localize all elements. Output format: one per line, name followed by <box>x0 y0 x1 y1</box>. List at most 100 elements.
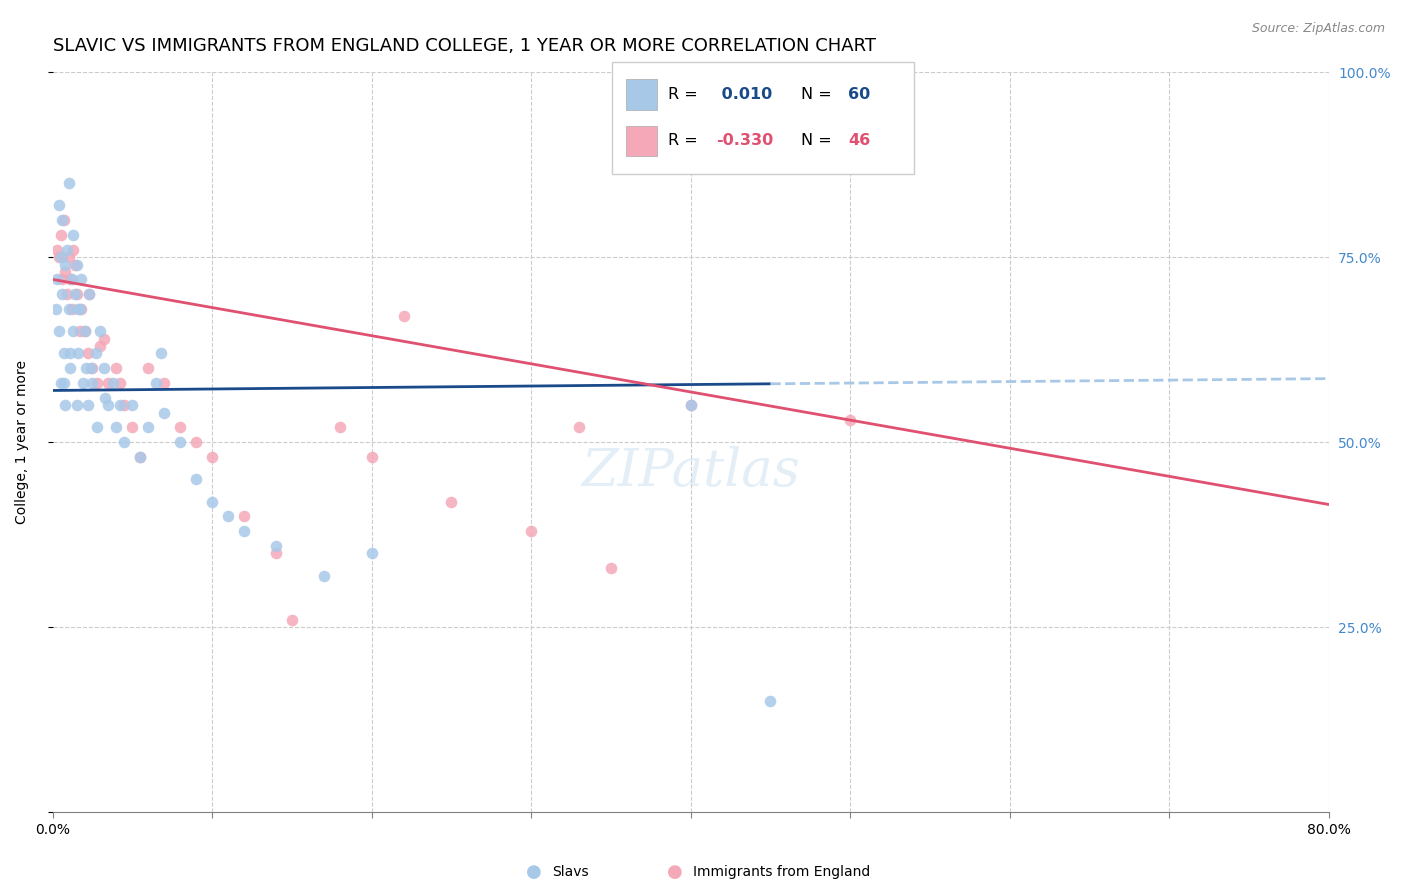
Point <box>233 524 256 538</box>
Point <box>63 258 86 272</box>
Point <box>440 494 463 508</box>
Text: ●: ● <box>666 863 683 881</box>
Point <box>112 398 135 412</box>
Text: 0.010: 0.010 <box>716 87 772 102</box>
Point <box>58 176 80 190</box>
Y-axis label: College, 1 year or more: College, 1 year or more <box>15 360 30 524</box>
Point <box>329 420 352 434</box>
Point <box>201 450 224 464</box>
Point <box>136 361 159 376</box>
Text: R =: R = <box>668 87 697 102</box>
Point <box>58 250 80 264</box>
Point <box>86 376 108 390</box>
Point <box>86 420 108 434</box>
Point <box>93 361 115 376</box>
Point <box>56 287 79 301</box>
Point <box>76 346 98 360</box>
Point <box>169 435 191 450</box>
Point <box>312 568 335 582</box>
Point <box>51 272 73 286</box>
Point <box>105 361 128 376</box>
Point <box>62 227 84 242</box>
Point <box>129 450 152 464</box>
Point <box>59 272 82 286</box>
Text: N =: N = <box>801 134 832 148</box>
Point <box>89 339 111 353</box>
Point <box>360 546 382 560</box>
Point <box>45 301 67 316</box>
Text: ZIPatlas: ZIPatlas <box>581 446 800 498</box>
Text: 46: 46 <box>848 134 870 148</box>
Point <box>153 376 176 390</box>
Point <box>76 398 98 412</box>
Point <box>82 361 104 376</box>
Point <box>93 332 115 346</box>
Text: SLAVIC VS IMMIGRANTS FROM ENGLAND COLLEGE, 1 YEAR OR MORE CORRELATION CHART: SLAVIC VS IMMIGRANTS FROM ENGLAND COLLEG… <box>52 37 876 55</box>
Point <box>60 272 83 286</box>
Point <box>48 324 70 338</box>
Point <box>75 361 97 376</box>
Point <box>59 361 82 376</box>
Point <box>105 420 128 434</box>
Point <box>67 346 90 360</box>
Point <box>264 539 287 553</box>
Point <box>70 301 93 316</box>
Point <box>49 250 72 264</box>
Point <box>52 376 75 390</box>
Point <box>49 376 72 390</box>
Point <box>46 272 69 286</box>
Point <box>145 376 167 390</box>
Point <box>73 324 96 338</box>
Point <box>53 398 76 412</box>
Point <box>360 450 382 464</box>
Point <box>568 420 591 434</box>
Point <box>67 301 90 316</box>
Point <box>65 287 87 301</box>
Text: 60: 60 <box>848 87 870 102</box>
Point <box>97 376 120 390</box>
Point <box>679 398 702 412</box>
Text: R =: R = <box>668 134 697 148</box>
Point <box>186 472 208 486</box>
Point <box>53 258 76 272</box>
Point <box>129 450 152 464</box>
Point <box>49 250 72 264</box>
Text: ●: ● <box>526 863 543 881</box>
Point <box>48 198 70 212</box>
Point <box>62 324 84 338</box>
Point <box>281 613 304 627</box>
Point <box>108 398 131 412</box>
Point <box>63 287 86 301</box>
Point <box>233 509 256 524</box>
Point <box>112 435 135 450</box>
Text: Slavs: Slavs <box>553 865 589 880</box>
Point <box>839 413 862 427</box>
Point <box>679 398 702 412</box>
Point <box>53 265 76 279</box>
Point <box>69 301 91 316</box>
Point <box>52 346 75 360</box>
Point <box>65 398 87 412</box>
Point <box>108 376 131 390</box>
Point <box>73 324 96 338</box>
Point <box>80 361 103 376</box>
Point <box>48 250 70 264</box>
Point <box>59 346 82 360</box>
Point <box>51 213 73 227</box>
Point <box>150 346 173 360</box>
Point <box>103 376 125 390</box>
Point <box>599 561 621 575</box>
Point <box>153 406 176 420</box>
Point <box>121 420 143 434</box>
Point <box>60 301 83 316</box>
Text: -0.330: -0.330 <box>716 134 773 148</box>
Point <box>72 376 94 390</box>
Point <box>201 494 224 508</box>
Point <box>89 324 111 338</box>
Point <box>70 272 93 286</box>
Point <box>94 391 117 405</box>
Point <box>52 213 75 227</box>
Point <box>392 310 415 324</box>
Text: Source: ZipAtlas.com: Source: ZipAtlas.com <box>1251 22 1385 36</box>
Point <box>520 524 543 538</box>
